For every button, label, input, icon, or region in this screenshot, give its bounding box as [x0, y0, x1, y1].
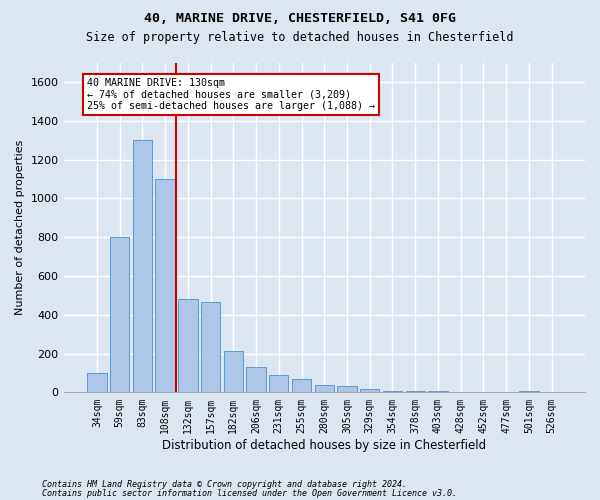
Bar — [314, 384, 334, 392]
Bar — [519, 391, 539, 392]
Bar — [87, 373, 107, 392]
Bar — [360, 388, 379, 392]
Text: 40 MARINE DRIVE: 130sqm
← 74% of detached houses are smaller (3,209)
25% of semi: 40 MARINE DRIVE: 130sqm ← 74% of detache… — [86, 78, 374, 111]
Bar — [292, 379, 311, 392]
Text: Contains HM Land Registry data © Crown copyright and database right 2024.: Contains HM Land Registry data © Crown c… — [42, 480, 407, 489]
Bar — [269, 375, 289, 392]
Bar — [247, 367, 266, 392]
X-axis label: Distribution of detached houses by size in Chesterfield: Distribution of detached houses by size … — [162, 440, 487, 452]
Text: 40, MARINE DRIVE, CHESTERFIELD, S41 0FG: 40, MARINE DRIVE, CHESTERFIELD, S41 0FG — [144, 12, 456, 26]
Y-axis label: Number of detached properties: Number of detached properties — [15, 140, 25, 315]
Bar — [155, 179, 175, 392]
Bar — [178, 300, 197, 392]
Bar — [224, 350, 243, 393]
Bar — [201, 302, 220, 392]
Bar — [428, 391, 448, 392]
Bar — [406, 391, 425, 392]
Bar — [337, 386, 356, 392]
Text: Contains public sector information licensed under the Open Government Licence v3: Contains public sector information licen… — [42, 490, 457, 498]
Text: Size of property relative to detached houses in Chesterfield: Size of property relative to detached ho… — [86, 31, 514, 44]
Bar — [110, 237, 130, 392]
Bar — [133, 140, 152, 392]
Bar — [383, 391, 402, 392]
